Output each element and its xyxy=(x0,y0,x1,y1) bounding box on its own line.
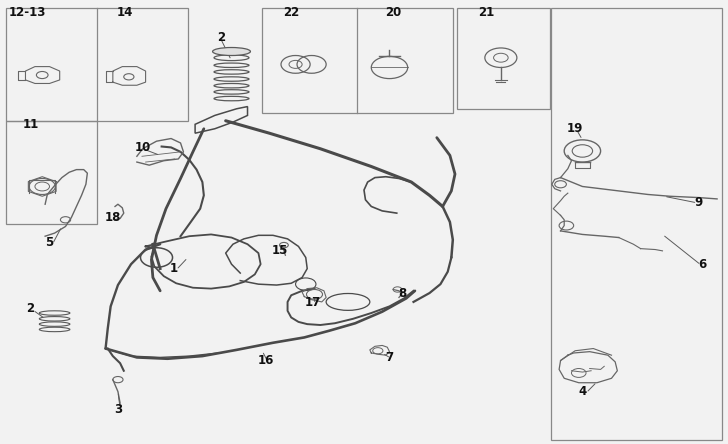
Text: 17: 17 xyxy=(305,296,321,309)
Text: 9: 9 xyxy=(695,195,703,209)
Text: 8: 8 xyxy=(398,286,407,300)
Text: 14: 14 xyxy=(117,6,133,19)
Text: 7: 7 xyxy=(385,351,394,364)
Text: 10: 10 xyxy=(135,141,151,154)
Text: 3: 3 xyxy=(114,403,123,416)
Text: 2: 2 xyxy=(217,31,226,44)
Text: 11: 11 xyxy=(23,118,39,131)
Text: 18: 18 xyxy=(105,211,121,224)
Text: 22: 22 xyxy=(283,6,299,19)
Text: 16: 16 xyxy=(258,354,274,367)
Bar xyxy=(551,8,722,440)
Text: 20: 20 xyxy=(385,6,401,19)
Bar xyxy=(262,8,453,113)
Text: 1: 1 xyxy=(169,262,178,275)
Text: 15: 15 xyxy=(272,244,288,258)
Bar xyxy=(6,8,188,121)
Text: 5: 5 xyxy=(45,236,54,250)
Text: 19: 19 xyxy=(567,122,583,135)
Text: 6: 6 xyxy=(698,258,707,271)
Ellipse shape xyxy=(213,48,250,56)
Bar xyxy=(6,121,97,224)
Text: 2: 2 xyxy=(26,302,35,315)
Text: 21: 21 xyxy=(478,6,494,19)
Text: 12-13: 12-13 xyxy=(9,6,47,19)
Bar xyxy=(457,8,550,109)
Text: 4: 4 xyxy=(578,385,587,398)
